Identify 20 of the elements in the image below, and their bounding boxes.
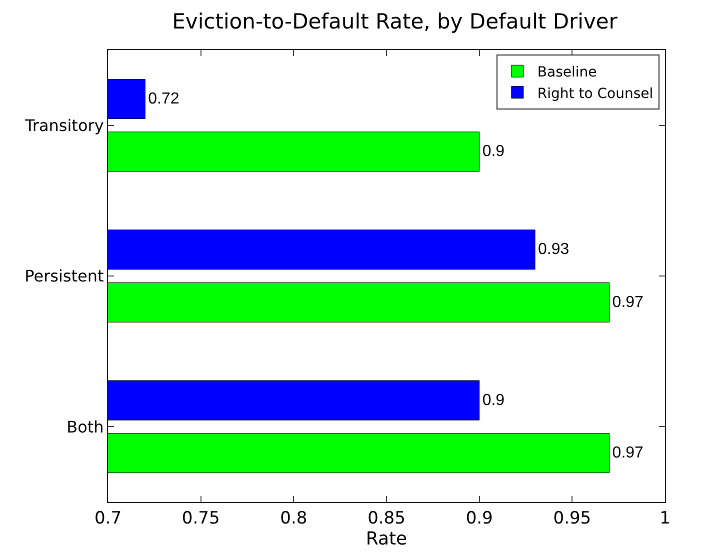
legend-label: Right to Counsel <box>537 86 654 102</box>
data-label: 0.9 <box>482 392 505 409</box>
x-tick-label: 0.9 <box>466 508 493 528</box>
data-label: 0.97 <box>612 294 644 311</box>
legend-label: Baseline <box>537 64 597 81</box>
data-label: 0.9 <box>482 143 505 160</box>
y-tick-label: Persistent <box>24 266 104 286</box>
x-tick-label: 0.7 <box>94 508 122 528</box>
data-label: 0.72 <box>148 90 180 108</box>
chart-title: Eviction-to-Default Rate, by Default Driver <box>172 10 618 34</box>
y-tick-label: Both <box>66 417 104 436</box>
data-label: 0.93 <box>538 241 570 258</box>
data-label: 0.97 <box>612 444 644 462</box>
x-tick-label: 0.8 <box>280 508 308 528</box>
x-tick-label: 0.85 <box>368 508 406 528</box>
x-tick-label: 0.95 <box>553 508 592 528</box>
x-tick-label: 1 <box>660 508 670 528</box>
x-tick-label: 0.75 <box>182 508 220 528</box>
x-axis-title: Rate <box>366 528 408 550</box>
y-tick-label: Transitory <box>24 116 104 135</box>
